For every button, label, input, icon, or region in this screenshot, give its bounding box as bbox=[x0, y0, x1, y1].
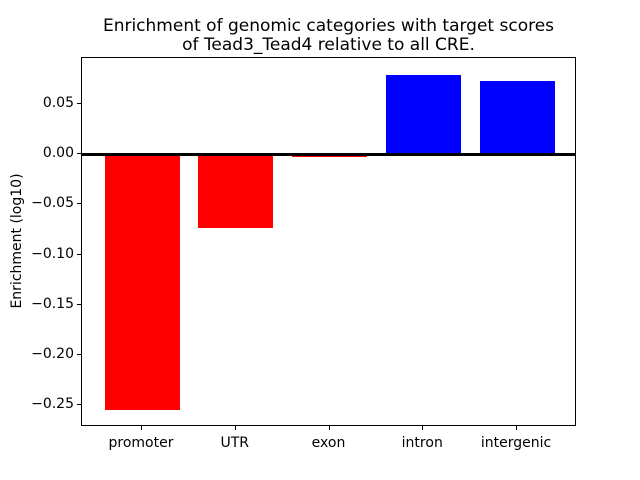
x-tick-label-UTR: UTR bbox=[220, 435, 250, 451]
y-tick-label: −0.20 bbox=[31, 345, 74, 362]
y-tick-label: −0.05 bbox=[31, 195, 74, 212]
x-tick-label-intron: intron bbox=[401, 435, 443, 451]
y-tick-label: 0.05 bbox=[42, 95, 74, 112]
y-tick-mark bbox=[77, 303, 81, 305]
y-tick-label: −0.25 bbox=[31, 395, 74, 412]
bar-promoter bbox=[104, 154, 180, 411]
x-tick-mark bbox=[422, 426, 424, 430]
x-tick-label-promoter: promoter bbox=[108, 435, 174, 451]
y-axis-label: Enrichment (log10) bbox=[9, 173, 25, 309]
bar-intron bbox=[385, 74, 461, 155]
y-tick-mark bbox=[77, 203, 81, 205]
x-tick-mark bbox=[234, 426, 236, 430]
x-tick-label-intergenic: intergenic bbox=[480, 435, 552, 451]
x-tick-label-exon: exon bbox=[311, 435, 346, 451]
y-tick-mark bbox=[77, 153, 81, 155]
y-tick-label: −0.10 bbox=[31, 245, 74, 262]
y-tick-mark bbox=[77, 353, 81, 355]
y-tick-mark bbox=[77, 253, 81, 255]
y-tick-mark bbox=[77, 403, 81, 405]
chart-title: Enrichment of genomic categories with ta… bbox=[102, 16, 555, 55]
y-tick-mark bbox=[77, 103, 81, 105]
zero-line bbox=[82, 152, 575, 156]
x-tick-mark bbox=[141, 426, 142, 430]
bar-intergenic bbox=[479, 80, 555, 155]
x-tick-mark bbox=[516, 426, 517, 430]
x-tick-mark bbox=[328, 426, 330, 430]
y-tick-label: −0.15 bbox=[31, 295, 74, 312]
bar-UTR bbox=[198, 154, 274, 229]
y-tick-label: 0.00 bbox=[42, 145, 74, 162]
plot-area bbox=[81, 57, 576, 426]
